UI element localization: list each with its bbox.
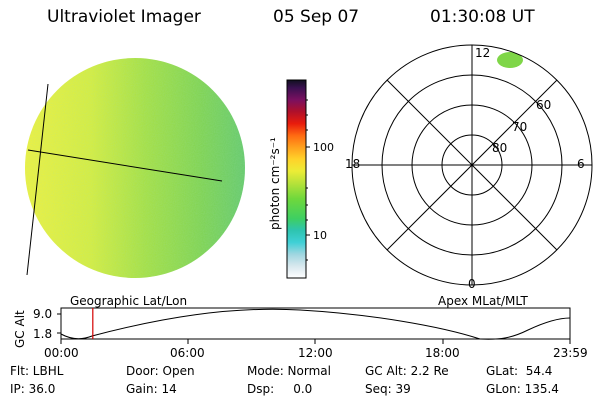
altitude-xtick-1800: 18:00 [425, 346, 460, 360]
status-gain: Gain: 14 [126, 382, 177, 396]
mlat-label-60: 60 [536, 98, 552, 112]
apex-projection-label: Apex MLat/MLT [438, 294, 528, 308]
instrument-title: Ultraviolet Imager [47, 7, 201, 27]
lat-line [27, 149, 223, 182]
mlt-label-6: 6 [577, 157, 585, 171]
earth-disk-image [25, 58, 245, 278]
status-glon: GLon: 135.4 [486, 382, 559, 396]
mlt-label-18: 18 [345, 157, 361, 171]
status-glat: GLat: 54.4 [486, 364, 553, 378]
polar-diagonal-2 [386, 79, 558, 251]
altitude-curve [60, 308, 571, 340]
mlat-label-80: 80 [492, 141, 508, 155]
geographic-projection-label: Geographic Lat/Lon [70, 294, 188, 308]
colorbar [286, 79, 310, 279]
mlat-label-70: 70 [512, 120, 528, 134]
altitude-xtick-0000: 00:00 [44, 346, 79, 360]
altitude-plot-frame [60, 307, 571, 340]
colorbar-tick-label-10: 10 [313, 229, 327, 242]
colorbar-tick-label-100: 100 [313, 141, 334, 154]
status-seq: Seq: 39 [365, 382, 411, 396]
status-dsp: Dsp: 0.0 [247, 382, 313, 396]
lon-line [26, 83, 49, 276]
status-gc-alt: GC Alt: 2.2 Re [365, 364, 449, 378]
mlt-label-0: 0 [468, 277, 476, 291]
altitude-xtick-0600: 06:00 [170, 346, 205, 360]
status-filter: Flt: LBHL [10, 364, 64, 378]
disk-noise [25, 58, 245, 278]
colorbar-gradient [286, 79, 307, 279]
status-ip: IP: 36.0 [10, 382, 56, 396]
altitude-xtick-2359: 23:59 [553, 346, 588, 360]
date-label: 05 Sep 07 [273, 7, 360, 27]
altitude-ylabel: GC Alt [13, 310, 27, 348]
status-door: Door: Open [126, 364, 195, 378]
colorbar-unit-label: photon cm⁻²s⁻¹ [268, 137, 282, 230]
polar-emission-patch [497, 52, 523, 68]
altitude-plot [57, 307, 571, 344]
mlt-label-12: 12 [475, 46, 491, 60]
time-label: 01:30:08 UT [430, 7, 535, 27]
altitude-ytick-low: 1.8 [33, 327, 53, 341]
altitude-ytick-high: 9.0 [33, 307, 53, 321]
altitude-xtick-1200: 12:00 [298, 346, 333, 360]
polar-plot [351, 44, 593, 286]
status-mode: Mode: Normal [247, 364, 331, 378]
